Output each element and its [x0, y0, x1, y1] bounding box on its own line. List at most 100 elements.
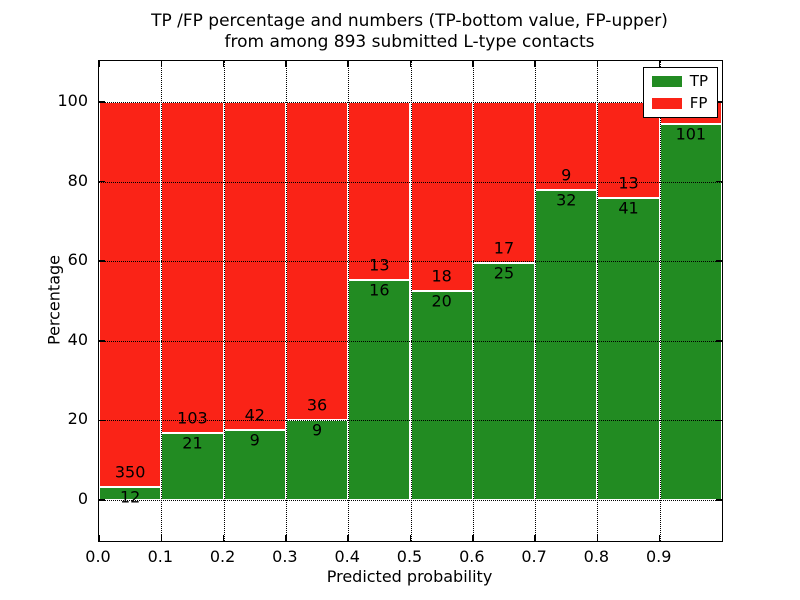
- bar-segment-tp: [99, 486, 162, 500]
- y-tick-mark: [716, 499, 722, 501]
- chart-title-line-2: from among 893 submitted L-type contacts: [224, 32, 595, 52]
- fp-count-label: 17: [493, 238, 515, 258]
- tp-count-label: 12: [119, 487, 141, 507]
- fp-count-label: 103: [177, 408, 208, 428]
- x-tick-label: 0.3: [272, 547, 298, 566]
- tp-count-label: 21: [182, 433, 203, 453]
- horizontal-gridline: [99, 101, 722, 103]
- y-tick-label: 100: [57, 90, 88, 110]
- x-tick-mark: [347, 535, 349, 541]
- fp-count-label: 350: [114, 462, 146, 482]
- x-tick-mark: [98, 61, 100, 67]
- vertical-gridline: [223, 61, 225, 541]
- y-tick-mark: [716, 340, 722, 342]
- x-tick-label: 0.6: [459, 547, 485, 566]
- x-tick-mark: [658, 61, 661, 67]
- x-tick-label: 0.9: [645, 547, 672, 566]
- x-tick-mark: [347, 61, 349, 67]
- fp-count-label: 36: [306, 395, 328, 415]
- y-tick-mark: [716, 260, 722, 262]
- tp-count-label: 32: [556, 190, 577, 210]
- bar-segment-fp: [223, 101, 286, 430]
- vertical-gridline: [535, 61, 537, 541]
- horizontal-gridline: [99, 181, 722, 183]
- legend-entry: FP: [651, 94, 708, 112]
- y-tick-mark: [99, 340, 105, 342]
- chart-title-line-1: TP /FP percentage and numbers (TP-bottom…: [151, 11, 668, 31]
- fp-count-label: 13: [618, 173, 639, 193]
- x-tick-mark: [285, 535, 287, 541]
- vertical-gridline: [410, 61, 412, 541]
- x-tick-mark: [596, 535, 599, 541]
- y-tick-mark: [99, 419, 105, 422]
- x-tick-mark: [658, 535, 661, 541]
- tp-count-label: 41: [618, 198, 639, 218]
- plot-area: TP FP 350 12 103 21 42 9 36 9 13 16 18 20 17 25 9 32 13 41…: [98, 60, 723, 542]
- bar-segment-fp: [410, 101, 473, 291]
- y-tick-label: 80: [67, 170, 88, 190]
- vertical-gridline: [161, 61, 163, 541]
- tp-swatch-icon: [651, 76, 682, 87]
- bar-segment-tp: [597, 197, 660, 500]
- chart-title: TP /FP percentage and numbers (TP-bottom…: [98, 11, 721, 53]
- tp-count-label: 16: [369, 280, 390, 300]
- horizontal-gridline: [99, 500, 722, 501]
- bar-segment-tp: [472, 263, 536, 500]
- y-tick-label: 20: [67, 409, 88, 429]
- x-tick-mark: [409, 535, 412, 541]
- legend-entry: TP: [651, 72, 708, 90]
- vertical-gridline: [285, 61, 287, 541]
- fp-count-label: 9: [561, 165, 572, 185]
- bar-segment-fp: [161, 101, 224, 433]
- horizontal-gridline: [99, 340, 722, 342]
- tp-count-label: 25: [493, 263, 515, 283]
- horizontal-gridline: [99, 420, 722, 422]
- x-tick-mark: [596, 61, 599, 67]
- x-tick-mark: [222, 61, 225, 67]
- bar-segment-tp: [535, 189, 598, 500]
- fp-count-label: 18: [431, 266, 452, 286]
- tp-count-label: 20: [431, 291, 452, 311]
- bar-segment-tp: [348, 280, 411, 500]
- x-axis-label: Predicted probability: [326, 567, 493, 586]
- fp-swatch-icon: [651, 98, 682, 109]
- bar-segment-tp: [410, 290, 473, 500]
- legend: TP FP: [642, 67, 718, 118]
- vertical-gridline: [348, 61, 350, 541]
- y-tick-mark: [716, 101, 722, 103]
- x-tick-label: 0.7: [521, 547, 547, 566]
- x-tick-mark: [222, 535, 225, 541]
- y-tick-mark: [99, 101, 105, 103]
- y-tick-mark: [716, 180, 722, 183]
- y-tick-mark: [99, 180, 105, 183]
- fp-count-label: 13: [369, 255, 390, 275]
- fp-count-label: 42: [244, 405, 265, 425]
- y-tick-mark: [716, 419, 722, 422]
- bar-segment-fp: [99, 101, 162, 487]
- bar-segment-tp: [285, 420, 349, 500]
- x-tick-label: 0.0: [85, 547, 111, 566]
- x-tick-mark: [160, 61, 163, 67]
- x-tick-label: 0.5: [396, 547, 423, 566]
- tp-count-label: 9: [311, 420, 323, 440]
- x-tick-mark: [472, 535, 474, 541]
- legend-entry-label: FP: [689, 94, 708, 112]
- tp-count-label: 9: [249, 430, 260, 450]
- x-tick-mark: [160, 535, 163, 541]
- bar-segment-tp: [223, 429, 286, 500]
- x-tick-mark: [98, 535, 100, 541]
- x-tick-label: 0.2: [209, 547, 236, 566]
- x-tick-label: 0.1: [147, 547, 174, 566]
- y-tick-label: 0: [77, 489, 88, 508]
- y-tick-label: 60: [67, 250, 88, 270]
- x-tick-mark: [472, 61, 474, 67]
- bar-segment-tp: [161, 432, 224, 500]
- bar-segment-fp: [348, 101, 411, 281]
- y-tick-mark: [99, 260, 105, 262]
- x-tick-label: 0.8: [583, 547, 610, 566]
- horizontal-gridline: [99, 261, 722, 263]
- x-tick-mark: [534, 535, 536, 541]
- vertical-gridline: [472, 61, 474, 541]
- legend-entry-label: TP: [689, 72, 708, 90]
